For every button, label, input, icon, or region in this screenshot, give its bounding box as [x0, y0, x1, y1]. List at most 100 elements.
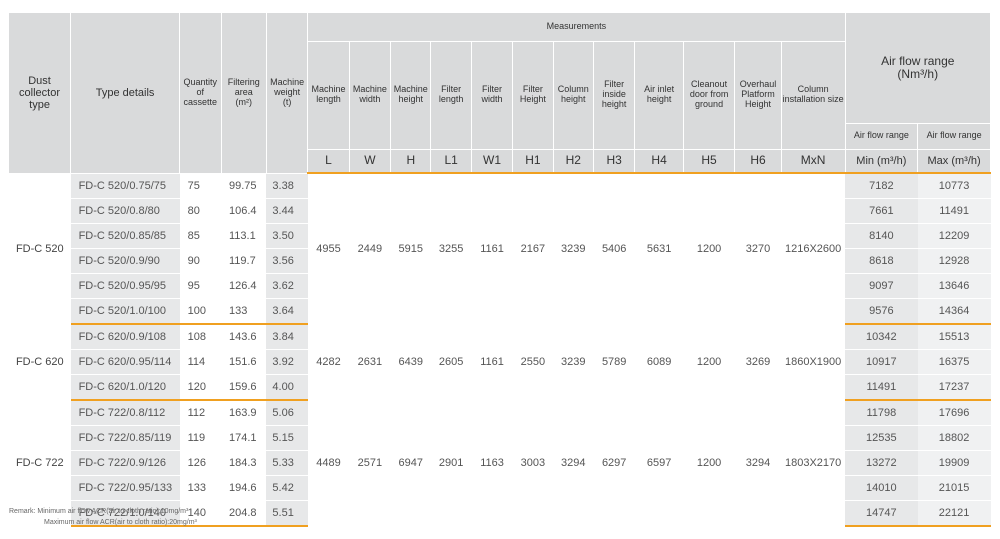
filtering-area-value: 151.6 [221, 349, 267, 375]
table-row: FD-C 620/1.0/120 120 159.6 4.00 11491 17237 [9, 374, 991, 401]
measure-w1-value: 1161 [471, 324, 513, 401]
type-detail: FD-C 520/0.85/85 [70, 223, 180, 249]
type-detail: FD-C 722/0.8/112 [70, 400, 180, 426]
type-detail: FD-C 620/0.95/114 [70, 349, 180, 375]
table-row: FD-C 520/0.85/85 85 113.1 3.50 8140 12209 [9, 223, 991, 249]
quantity-value: 85 [179, 223, 221, 249]
group-name: FD-C 520 [9, 173, 71, 325]
weight-value: 5.06 [266, 400, 308, 426]
air-flow-max-value: 19909 [917, 450, 991, 476]
air-flow-max-value: 14364 [917, 298, 991, 325]
filtering-area-value: 119.7 [221, 248, 267, 274]
header-air-flow-min-sub: Air flow range [845, 123, 919, 150]
air-flow-min-value: 11798 [845, 400, 918, 426]
header-type-details: Type details [70, 13, 181, 174]
air-flow-min-value: 14010 [845, 475, 918, 501]
header-quantity-of-cassette: Quantity of cassette [179, 13, 222, 174]
weight-value: 3.56 [266, 248, 308, 274]
filtering-area-value: 163.9 [221, 400, 267, 426]
air-flow-min-value: 14747 [845, 500, 918, 527]
header-measure-w: Machine width [349, 41, 392, 150]
type-detail: FD-C 620/0.9/108 [70, 324, 180, 350]
air-flow-max-value: 10773 [917, 173, 991, 199]
quantity-value: 140 [179, 500, 221, 527]
measure-h4-value: 6597 [634, 400, 684, 527]
air-flow-min-value: 7661 [845, 198, 918, 224]
measure-h2-value: 3239 [553, 173, 594, 325]
air-flow-max-value: 12209 [917, 223, 991, 249]
header-symbol-l: L [307, 149, 350, 174]
measure-l1-value: 2901 [430, 400, 472, 527]
measure-h6-value: 3294 [734, 400, 782, 527]
weight-value: 3.64 [266, 298, 308, 325]
header-measure-h1: Filter Height [512, 41, 554, 150]
weight-value: 3.50 [266, 223, 308, 249]
header-symbol-h5: H5 [683, 149, 736, 174]
weight-value: 3.38 [266, 173, 308, 199]
group-name: FD-C 722 [9, 400, 71, 527]
measure-h3-value: 5406 [593, 173, 635, 325]
quantity-value: 114 [179, 349, 221, 375]
air-flow-max-value: 21015 [917, 475, 991, 501]
table-row: FD-C 620 FD-C 620/0.9/108 108 143.6 3.84 4282… [9, 324, 991, 401]
measure-l-value: 4955 [307, 173, 350, 325]
header-symbol-w: W [349, 149, 392, 174]
header-symbol-h: H [390, 149, 432, 174]
air-flow-min-value: 10342 [845, 324, 918, 350]
header-measure-mxn: Column installation size [781, 41, 846, 150]
table-row: FD-C 520/0.9/90 90 119.7 3.56 8618 12928 [9, 248, 991, 274]
measure-w1-value: 1163 [471, 400, 513, 527]
quantity-value: 80 [179, 198, 221, 224]
table-row: FD-C 520/0.8/80 80 106.4 3.44 7661 11491 [9, 198, 991, 224]
weight-value: 3.92 [266, 349, 308, 375]
air-flow-max-value: 11491 [917, 198, 991, 224]
air-flow-min-value: 13272 [845, 450, 918, 476]
air-flow-min-value: 10917 [845, 349, 918, 375]
measure-h-value: 5915 [390, 173, 431, 325]
quantity-value: 100 [179, 298, 221, 325]
measure-h4-value: 5631 [634, 173, 684, 325]
air-flow-min-value: 8140 [845, 223, 918, 249]
weight-value: 3.84 [266, 324, 308, 350]
weight-value: 3.62 [266, 273, 308, 299]
measure-w-value: 2631 [349, 324, 391, 401]
header-measure-h6: Overhaul Platform Height [734, 41, 782, 150]
air-flow-max-value: 17237 [917, 374, 991, 401]
header-symbol-h1: H1 [512, 149, 554, 174]
table-row: FD-C 520 FD-C 520/0.75/75 75 99.75 3.38 4955 2… [9, 173, 991, 325]
header-symbol-l1: L1 [430, 149, 472, 174]
air-flow-max-value: 22121 [917, 500, 991, 527]
header-measure-w1: Filter width [471, 41, 514, 150]
measure-h5-value: 1200 [683, 324, 735, 401]
type-detail: FD-C 520/1.0/100 [70, 298, 180, 325]
type-detail: FD-C 722/1.0/140 [70, 500, 180, 527]
table-row: FD-C 722/0.9/126 126 184.3 5.33 13272 19909 [9, 450, 991, 476]
header-symbol-h3: H3 [593, 149, 636, 174]
measure-w-value: 2571 [349, 400, 391, 527]
filtering-area-value: 194.6 [221, 475, 267, 501]
remark-note: Remark: Minimum air flow ACR(air to clot… [9, 506, 197, 528]
table-row: FD-C 722/0.95/133 133 194.6 5.42 14010 21015 [9, 475, 991, 501]
type-detail: FD-C 520/0.8/80 [70, 198, 180, 224]
air-flow-min-value: 12535 [845, 425, 918, 451]
header-symbol-h6: H6 [734, 149, 782, 174]
measure-h6-value: 3270 [734, 173, 782, 325]
filtering-area-value: 99.75 [221, 173, 267, 199]
quantity-value: 90 [179, 248, 221, 274]
table-row: FD-C 520/1.0/100 100 133 3.64 9576 14364 [9, 298, 991, 325]
table-row: FD-C 722/1.0/140 140 204.8 5.51 14747 22121 [9, 500, 991, 527]
measure-w-value: 2449 [349, 173, 391, 325]
filtering-area-value: 133 [221, 298, 267, 325]
type-detail: FD-C 722/0.85/119 [70, 425, 180, 451]
measure-h6-value: 3269 [734, 324, 782, 401]
header-measure-l: Machine length [307, 41, 350, 150]
quantity-value: 119 [179, 425, 221, 451]
air-flow-min-value: 7182 [845, 173, 918, 199]
measure-h1-value: 2167 [512, 173, 554, 325]
measure-h1-value: 2550 [512, 324, 554, 401]
header-air-flow-max-sub: Air flow range [917, 123, 991, 150]
air-flow-min-value: 11491 [845, 374, 918, 401]
header-dust-collector-type: Dust collector type [9, 13, 72, 174]
quantity-value: 75 [179, 173, 221, 199]
air-flow-max-value: 17696 [917, 400, 991, 426]
